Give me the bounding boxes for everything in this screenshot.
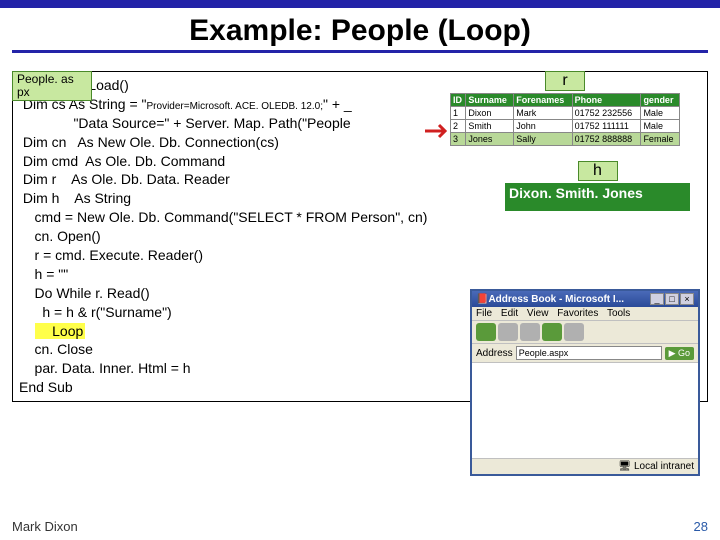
code-line: r = cmd. Execute. Reader() <box>19 247 203 263</box>
data-table: ID Surname Forenames Phone gender 1Dixon… <box>450 93 680 146</box>
page-number: 28 <box>694 519 708 534</box>
code-line: h = "" <box>19 266 68 282</box>
browser-title: Address Book - Microsoft I... <box>488 294 649 305</box>
arrow-icon <box>425 121 455 141</box>
browser-titlebar: 📕 Address Book - Microsoft I... _□× <box>472 291 698 307</box>
go-button[interactable]: ▶ Go <box>665 347 694 360</box>
code-line: End Sub <box>19 379 73 395</box>
code-line: cn. Close <box>19 341 93 357</box>
code-line: cmd = New Ole. Db. Command("SELECT * FRO… <box>19 209 427 225</box>
th: gender <box>641 94 680 107</box>
book-icon: 📕 <box>476 294 488 305</box>
menu-item[interactable]: Edit <box>501 308 518 319</box>
code-line: Dim h As String <box>19 190 131 206</box>
menu-item[interactable]: View <box>527 308 549 319</box>
table-row-highlighted: 3JonesSally01752 888888Female <box>451 133 680 146</box>
browser-body <box>472 363 698 458</box>
code-line: Do While r. Read() <box>19 285 150 301</box>
home-icon[interactable] <box>564 323 584 341</box>
content-area: People. as px Sub Page_Load() Dim cs As … <box>0 71 720 402</box>
browser-nav <box>472 321 698 344</box>
browser-menu: File Edit View Favorites Tools <box>472 307 698 321</box>
th: Surname <box>466 94 514 107</box>
footer: Mark Dixon 28 <box>12 519 708 534</box>
table-header-row: ID Surname Forenames Phone gender <box>451 94 680 107</box>
th: Phone <box>572 94 641 107</box>
code-line: par. Data. Inner. Html = h <box>19 360 191 376</box>
address-label: Address <box>476 348 513 359</box>
menu-item[interactable]: File <box>476 308 492 319</box>
refresh-icon[interactable] <box>542 323 562 341</box>
code-line: Dim cn As New Ole. Db. Connection(cs) <box>19 134 279 150</box>
close-icon[interactable]: × <box>680 293 694 305</box>
window-buttons: _□× <box>649 293 694 305</box>
code-line: "Data Source=" + Server. Map. Path("Peop… <box>19 115 351 131</box>
code-line: Loop <box>19 323 85 339</box>
minimize-icon[interactable]: _ <box>650 293 664 305</box>
stop-icon[interactable] <box>520 323 540 341</box>
browser-window: 📕 Address Book - Microsoft I... _□× File… <box>470 289 700 476</box>
table-row: 2SmithJohn01752 111111Male <box>451 120 680 133</box>
browser-address-bar: Address ▶ Go <box>472 344 698 363</box>
file-label: People. as px <box>12 71 92 101</box>
menu-item[interactable]: Tools <box>607 308 630 319</box>
code-line: cn. Open() <box>19 228 101 244</box>
slide-title: Example: People (Loop) <box>0 8 720 50</box>
top-bar <box>0 0 720 8</box>
forward-icon[interactable] <box>498 323 518 341</box>
menu-item[interactable]: Favorites <box>557 308 598 319</box>
r-callout: r ID Surname Forenames Phone gender 1Dix… <box>450 71 680 146</box>
status-text: Local intranet <box>634 461 694 472</box>
maximize-icon[interactable]: □ <box>665 293 679 305</box>
title-underline <box>12 50 708 53</box>
address-input[interactable] <box>516 346 662 360</box>
code-line: h = h & r("Surname") <box>19 304 172 320</box>
code-line: Dim cmd As Ole. Db. Command <box>19 153 225 169</box>
h-callout: h Dixon. Smith. Jones <box>505 161 690 211</box>
th: ID <box>451 94 466 107</box>
back-icon[interactable] <box>476 323 496 341</box>
h-value: Dixon. Smith. Jones <box>505 183 690 211</box>
browser-status: 🖥 Local intranet <box>472 458 698 474</box>
table-row: 1DixonMark01752 232556Male <box>451 107 680 120</box>
r-label: r <box>545 71 585 91</box>
th: Forenames <box>514 94 572 107</box>
loop-highlight: Loop <box>35 323 86 339</box>
code-line: Dim r As Ole. Db. Data. Reader <box>19 171 230 187</box>
intranet-icon: 🖥 <box>618 461 631 472</box>
h-label: h <box>578 161 618 181</box>
footer-author: Mark Dixon <box>12 519 78 534</box>
